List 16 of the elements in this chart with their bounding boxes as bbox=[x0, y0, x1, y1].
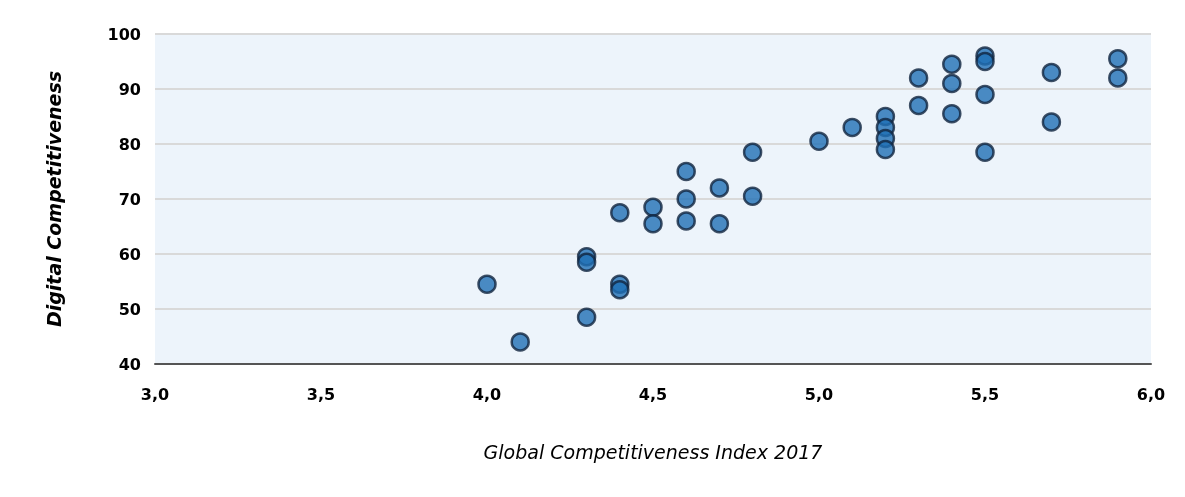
y-tick-label: 40 bbox=[118, 354, 141, 374]
y-tick-label: 60 bbox=[118, 244, 141, 264]
x-tick-label: 5,0 bbox=[804, 384, 834, 404]
x-tick-label: 4,5 bbox=[638, 384, 668, 404]
x-tick-label: 3,5 bbox=[306, 384, 336, 404]
y-tick-label: 90 bbox=[118, 79, 141, 99]
y-axis-title: Digital Competitiveness bbox=[42, 70, 65, 328]
x-tick-label: 5,5 bbox=[970, 384, 1000, 404]
y-tick-label: 50 bbox=[118, 299, 141, 319]
x-tick-label: 3,0 bbox=[140, 384, 170, 404]
x-tick-label: 6,0 bbox=[1136, 384, 1166, 404]
y-tick-label: 80 bbox=[118, 134, 141, 154]
y-tick-label: 100 bbox=[107, 24, 141, 44]
x-axis-title: Global Competitiveness Index 2017 bbox=[483, 440, 823, 463]
x-tick-label: 4,0 bbox=[472, 384, 502, 404]
y-tick-label: 70 bbox=[118, 189, 141, 209]
